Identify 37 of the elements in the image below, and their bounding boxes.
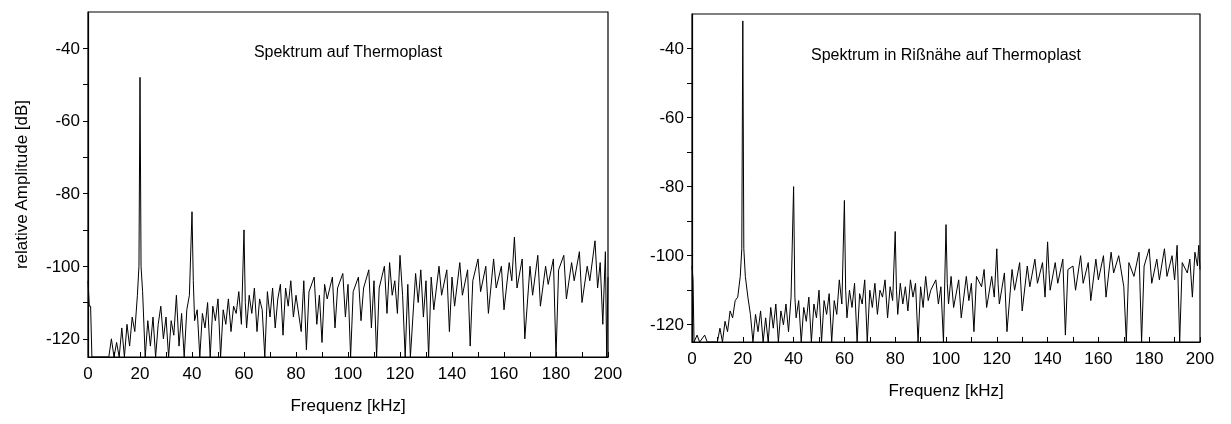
x-tick-label: 100 [333, 364, 363, 383]
x-tick-label: 120 [982, 349, 1011, 368]
x-tick-label: 0 [83, 364, 93, 383]
x-tick-label: 80 [885, 349, 905, 368]
y-tick-label: -60 [659, 108, 684, 128]
y-tick-label: -80 [659, 177, 684, 197]
y-tick-label: -120 [45, 329, 80, 349]
x-tick-label: 160 [489, 364, 519, 383]
x-tick-label: 200 [593, 364, 623, 383]
x-axis-title: Frequenz [kHz] [290, 396, 406, 415]
x-tick-label: 80 [286, 364, 306, 383]
x-axis-title: Frequenz [kHz] [888, 381, 1004, 400]
annotation: Spektrum auf Thermoplast [253, 42, 443, 60]
x-tick-label: 120 [385, 364, 415, 383]
y-tick-label: -120 [649, 315, 684, 335]
x-tick-label: 0 [687, 349, 697, 368]
y-tick-label: -60 [55, 111, 80, 131]
x-tick-label: 200 [1185, 349, 1215, 368]
x-tick-label: 160 [1084, 349, 1113, 368]
x-tick-label: 180 [541, 364, 571, 383]
annotation: Spektrum in Rißnähe auf Thermoplast [810, 46, 1082, 64]
x-tick-label: 100 [931, 349, 961, 368]
x-tick-label: 20 [130, 364, 150, 383]
x-tick-label: 140 [1033, 349, 1062, 368]
x-tick-label: 60 [234, 364, 254, 383]
x-tick-label: 40 [784, 349, 804, 368]
x-tick-label: 60 [834, 349, 854, 368]
y-tick-label: -80 [55, 184, 80, 204]
x-tick-label: 140 [437, 364, 467, 383]
y-tick-label: -40 [659, 39, 684, 59]
x-tick-label: 40 [182, 364, 202, 383]
y-axis-title: relative Amplitude [dB] [12, 99, 31, 270]
y-tick-label: -40 [55, 38, 80, 58]
x-tick-label: 180 [1135, 349, 1164, 368]
x-tick-label: 20 [733, 349, 753, 368]
y-tick-label: -100 [45, 256, 80, 276]
y-tick-label: -100 [649, 246, 684, 266]
